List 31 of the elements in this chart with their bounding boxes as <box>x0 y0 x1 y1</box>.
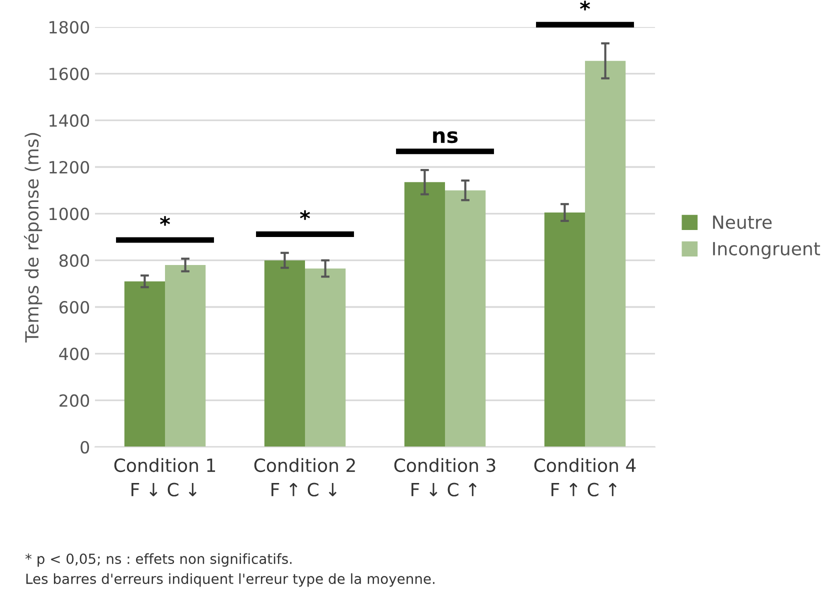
bar <box>585 60 626 447</box>
y-tick-label: 1000 <box>50 208 90 220</box>
y-tick-label: 600 <box>59 300 90 314</box>
x-tick-label: Condition 1 F ↓ C ↓ <box>114 458 216 496</box>
y-tick-label: 400 <box>59 348 90 360</box>
bar <box>305 268 346 447</box>
legend-label: Incongruent <box>713 242 820 259</box>
y-tick-label: 1600 <box>50 68 90 80</box>
x-tick-label: Condition 4 F ↑ C ↑ <box>534 458 636 496</box>
bar <box>124 281 165 447</box>
y-tick-label: 1400 <box>50 114 90 127</box>
x-tick-label: Condition 2 F ↑ C ↓ <box>254 458 355 496</box>
text: * <box>580 0 590 10</box>
legend-label: Neutre <box>713 216 772 229</box>
y-tick-label: 0 <box>80 440 90 454</box>
y-tick-label: 200 <box>60 394 90 407</box>
y-tick-label: 1800 <box>50 20 90 34</box>
annotation: * <box>160 216 170 226</box>
text: Les barres d'erreurs indiquent l'erreur type de la moyenne. <box>26 573 434 587</box>
annotation: ns <box>433 131 458 144</box>
text: * p < 0,05; ns : effets non significatifs. <box>25 553 292 567</box>
y-axis-title: Temps de réponse (ms) <box>24 133 42 343</box>
bar <box>445 190 486 447</box>
y-tick-label: 1200 <box>50 160 90 174</box>
bar <box>165 265 206 447</box>
y-tick-label: 800 <box>59 254 90 267</box>
annotation: * <box>300 210 310 220</box>
bar <box>264 260 305 447</box>
bar <box>404 182 445 447</box>
x-tick-label: Condition 3 F ↓ C ↑ <box>394 458 496 496</box>
bar <box>544 212 585 447</box>
